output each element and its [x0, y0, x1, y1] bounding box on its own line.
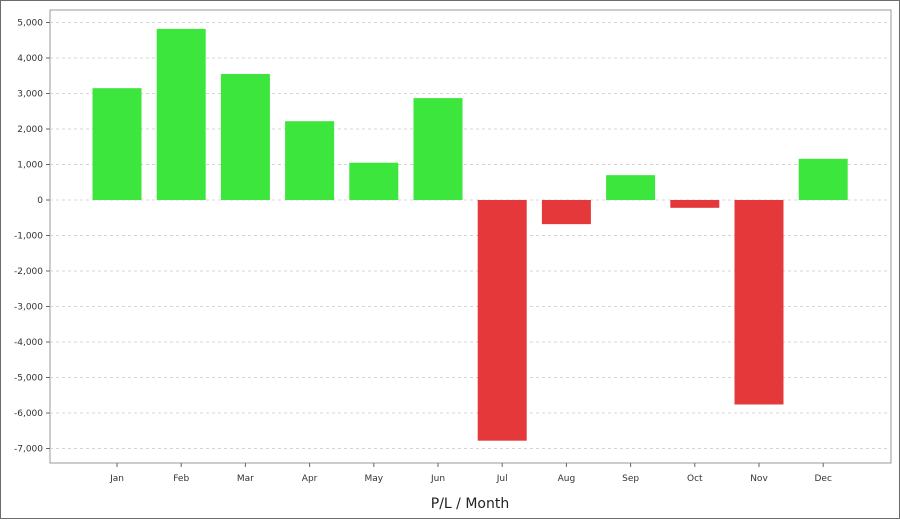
y-tick-label: -3,000	[14, 303, 43, 313]
x-tick-label-jul: Jul	[496, 474, 508, 484]
x-axis: Jan Feb Mar Apr May Jun Jul Aug Sep Oct Nov Dec	[109, 463, 832, 484]
bar-sep	[606, 175, 656, 200]
x-tick-label-oct: Oct	[687, 474, 703, 484]
y-tick-label: 1,000	[17, 161, 43, 171]
x-tick-label-may: May	[364, 474, 383, 484]
y-tick-label: 5,000	[17, 19, 43, 29]
x-tick-label-nov: Nov	[750, 474, 768, 484]
bar-feb	[156, 28, 206, 200]
bars	[92, 28, 848, 441]
y-tick-label: -4,000	[14, 338, 43, 348]
x-tick-label-aug: Aug	[558, 474, 576, 484]
bar-jun	[413, 98, 463, 200]
bar-jan	[92, 88, 142, 200]
bar-oct	[670, 200, 720, 208]
y-tick-label: 3,000	[17, 90, 43, 100]
x-tick-label-jan: Jan	[109, 474, 124, 484]
y-tick-label: -7,000	[14, 445, 43, 455]
bar-aug	[541, 200, 591, 225]
x-tick-label-mar: Mar	[237, 474, 254, 484]
y-tick-label: 4,000	[17, 54, 43, 64]
y-tick-label: 0	[37, 196, 43, 206]
y-tick-label: 2,000	[17, 125, 43, 135]
x-tick-label-dec: Dec	[814, 474, 831, 484]
y-tick-label: -6,000	[14, 409, 43, 419]
bar-mar	[220, 73, 270, 200]
y-tick-label: -2,000	[14, 267, 43, 277]
bar-nov	[734, 200, 784, 405]
bar-may	[349, 162, 399, 200]
x-tick-label-apr: Apr	[302, 474, 318, 484]
y-axis: 5,000 4,000 3,000 2,000 1,000 0 -1,000 -2,000 -3…	[14, 19, 50, 455]
x-axis-label: P/L / Month	[431, 496, 509, 512]
x-tick-label-sep: Sep	[622, 474, 639, 484]
x-tick-label-jun: Jun	[430, 474, 445, 484]
x-tick-label-feb: Feb	[173, 474, 189, 484]
y-tick-label: -5,000	[14, 374, 43, 384]
bar-jul	[477, 200, 527, 441]
bar-dec	[798, 158, 848, 200]
bar-apr	[285, 121, 335, 200]
y-tick-label: -1,000	[14, 232, 43, 242]
